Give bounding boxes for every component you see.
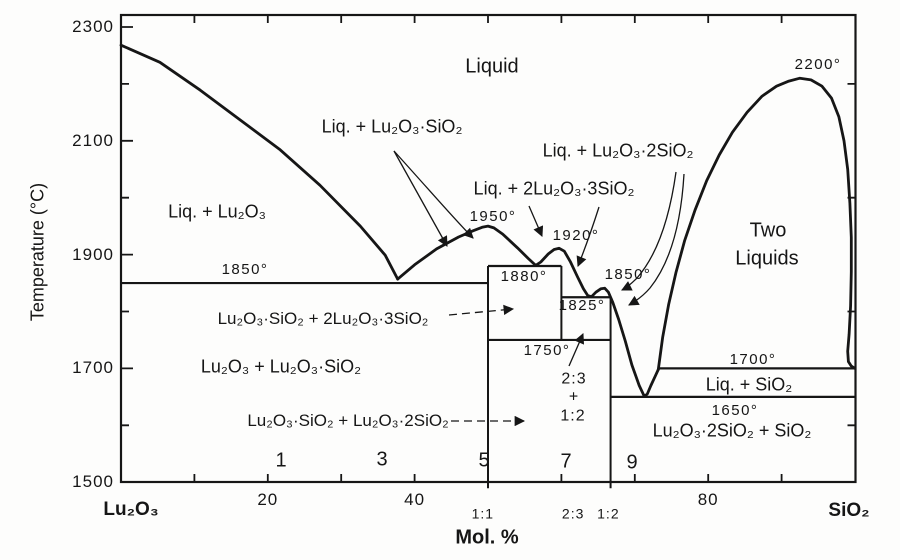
arrow-liq-lu2o3-2sio2-upper [621, 171, 677, 291]
curve-liquidus-Lu2O3-side [119, 43, 400, 281]
arrow-region-2-3-plus-1-2 [568, 333, 585, 367]
region-number-3: 3 [376, 448, 388, 471]
region-number-5: 5 [478, 449, 490, 472]
y-tick-label-1700: 1700 [72, 358, 114, 378]
x-tick-label-40: 40 [404, 490, 426, 510]
x-ratio-label-2-3: 2:3 [561, 505, 585, 522]
temp-1950-label: 1950° [469, 208, 517, 226]
axis-ticks [121, 15, 856, 482]
temp-1750-label: 1750° [523, 342, 571, 360]
x-axis-right-endmember: SiO₂ [828, 500, 870, 522]
curve-two-liquid-dome [656, 76, 857, 371]
liq-plus-lu2o3sio2-label: Liq. + Lu₂O₃·SiO₂ [321, 116, 463, 137]
x-tick-label-20: 20 [257, 490, 279, 510]
temp-1700-label: 1700° [729, 351, 777, 369]
liq-plus-lu2o3-2sio2-label: Liq. + Lu₂O₃·2SiO₂ [542, 140, 694, 161]
annotation-arrows [393, 150, 685, 427]
arrow-liq-lu2o3sio2-left [393, 150, 448, 247]
x-ratio-label-1-2: 1:2 [597, 505, 620, 522]
arrow-liq-lu2o3-2sio2-lower [628, 173, 685, 306]
liq-plus-lu2o3-label: Liq. + Lu₂O₃ [168, 201, 266, 222]
temp-1880-label: 1880° [500, 268, 548, 286]
y-tick-label-2300: 2300 [72, 17, 114, 36]
temp-1825-label: 1825° [558, 297, 606, 315]
region-ls-plus-2l3s-label: Lu₂O₃·SiO₂ + 2Lu₂O₃·3SiO₂ [217, 309, 429, 329]
region-number-1: 1 [275, 449, 287, 472]
arrow-liq-lu2o3sio2-right [393, 150, 474, 239]
temp-1650-label: 1650° [711, 402, 759, 420]
x-ratio-label-1-1: 1:1 [471, 505, 495, 522]
x-tick-label-80: 80 [697, 490, 719, 510]
two-liquids-label-line2: Liquids [735, 247, 799, 270]
temp-2200-label: 2200° [794, 56, 842, 74]
liquid-field-label: Liquid [465, 55, 519, 78]
liq-plus-2lu2o3-3sio2-label: Liq. + 2Lu₂O₃·3SiO₂ [473, 178, 635, 199]
region-23-12-label-plus: + [568, 388, 580, 406]
region-23-12-label-bot: 1:2 [560, 407, 586, 425]
temp-1920-label: 1920° [552, 227, 600, 245]
arrow-liq-2lu2o3-3sio2-left [528, 205, 544, 237]
two-liquids-label-line1: Two [749, 219, 787, 242]
arrow-region-1-1-plus-2-3 [448, 304, 515, 316]
region-lu2o3-plus-ls-label: Lu₂O₃ + Lu₂O₃·SiO₂ [200, 356, 362, 377]
region-l2s-plus-sio2-label: Lu₂O₃·2SiO₂ + SiO₂ [652, 420, 812, 441]
y-tick-label-1900: 1900 [72, 244, 114, 264]
region-number-9: 9 [626, 451, 638, 474]
temp-1850-left-label: 1850° [221, 261, 269, 279]
y-tick-label-2100: 2100 [72, 130, 114, 150]
region-ls-plus-l2s-label: Lu₂O₃·SiO₂ + Lu₂O₃·2SiO₂ [247, 411, 449, 431]
curve-liquidus-central [396, 224, 660, 398]
x-axis-left-endmember: Lu₂O₃ [103, 499, 159, 521]
temp-1850-right-label: 1850° [604, 266, 652, 284]
region-number-7: 7 [560, 450, 572, 473]
arrow-liq-2lu2o3-3sio2-right [576, 206, 600, 267]
y-axis-title: Temperature (°C) [27, 182, 48, 322]
region-23-12-label-top: 2:3 [561, 370, 587, 388]
axes-and-curves [119, 13, 857, 489]
liq-plus-sio2-label: Liq. + SiO₂ [705, 374, 793, 395]
y-tick-label-1500: 1500 [72, 472, 114, 492]
x-axis-title: Mol. % [455, 526, 519, 549]
